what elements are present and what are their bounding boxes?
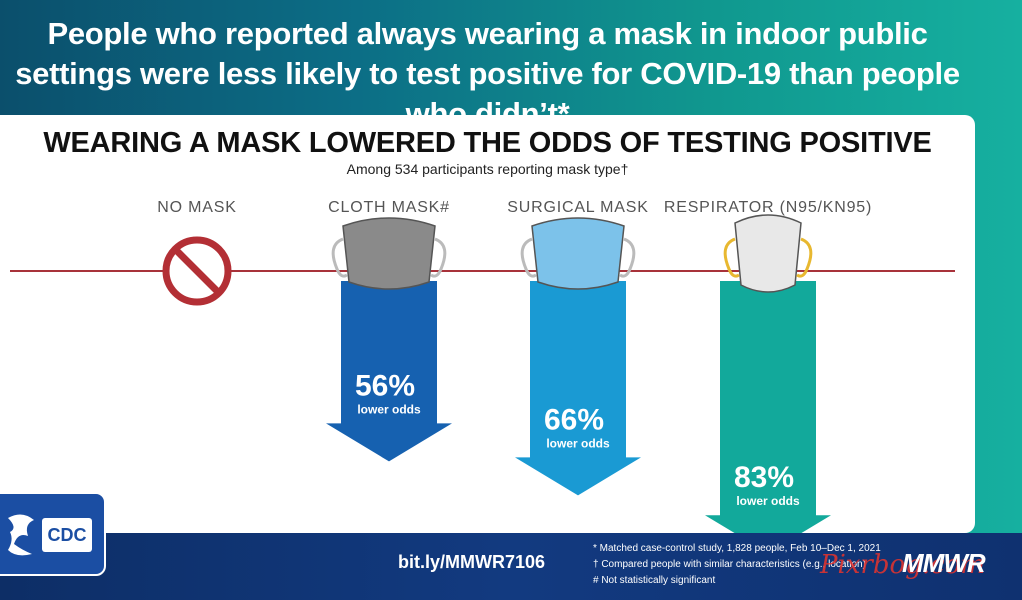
mask-icon-3 (734, 214, 802, 293)
mask-icon-2 (531, 217, 625, 290)
value-caption-3: lower odds (736, 494, 800, 508)
bar-arrow-1 (326, 281, 452, 462)
mask-strap-left-2 (520, 237, 537, 278)
chart-title: WEARING A MASK LOWERED THE ODDS OF TESTI… (43, 127, 932, 159)
footnote: † Compared people with similar character… (593, 559, 866, 570)
category-label-no-mask: NO MASK (157, 199, 237, 216)
mmwr-logo: MMWR (902, 548, 986, 578)
footnote: # Not statistically significant (593, 575, 716, 586)
category-label-respirator: RESPIRATOR (N95/KN95) (663, 199, 873, 216)
bar-arrow-3 (705, 281, 831, 533)
value-caption-1: lower odds (357, 402, 421, 416)
mask-strap-left-3 (723, 237, 740, 278)
value-label-1: 56% (355, 369, 415, 402)
mask-icon-1 (342, 217, 436, 290)
watermark: Pixrbog.com (820, 550, 985, 580)
cdc-logo: CDC (0, 492, 106, 576)
value-caption-2: lower odds (546, 436, 610, 450)
footer-bar (0, 533, 1022, 600)
hhs-eagle-icon (8, 514, 34, 556)
value-label-3: 83% (734, 461, 794, 494)
footnote: * Matched case-control study, 1,828 peop… (593, 543, 881, 554)
no-mask-slash (173, 247, 221, 295)
value-label-2: 66% (544, 403, 604, 436)
category-label-surgical-mask: SURGICAL MASK (507, 199, 649, 216)
mask-strap-right-3 (796, 237, 813, 278)
chart-card: WEARING A MASK LOWERED THE ODDS OF TESTI… (0, 115, 975, 533)
category-label-cloth-mask: CLOTH MASK# (328, 199, 450, 216)
mask-strap-right-1 (430, 237, 447, 278)
bar-arrow-2 (515, 281, 641, 496)
cdc-logo-text: CDC (42, 518, 92, 552)
mask-strap-left-1 (331, 237, 348, 278)
chart-subtitle: Among 534 participants reporting mask ty… (346, 161, 629, 177)
footnotes: * Matched case-control study, 1,828 peop… (593, 541, 881, 589)
headline: People who reported always wearing a mas… (15, 16, 960, 131)
mask-strap-right-2 (619, 237, 636, 278)
footer-link[interactable]: bit.ly/MMWR7106 (398, 552, 546, 572)
